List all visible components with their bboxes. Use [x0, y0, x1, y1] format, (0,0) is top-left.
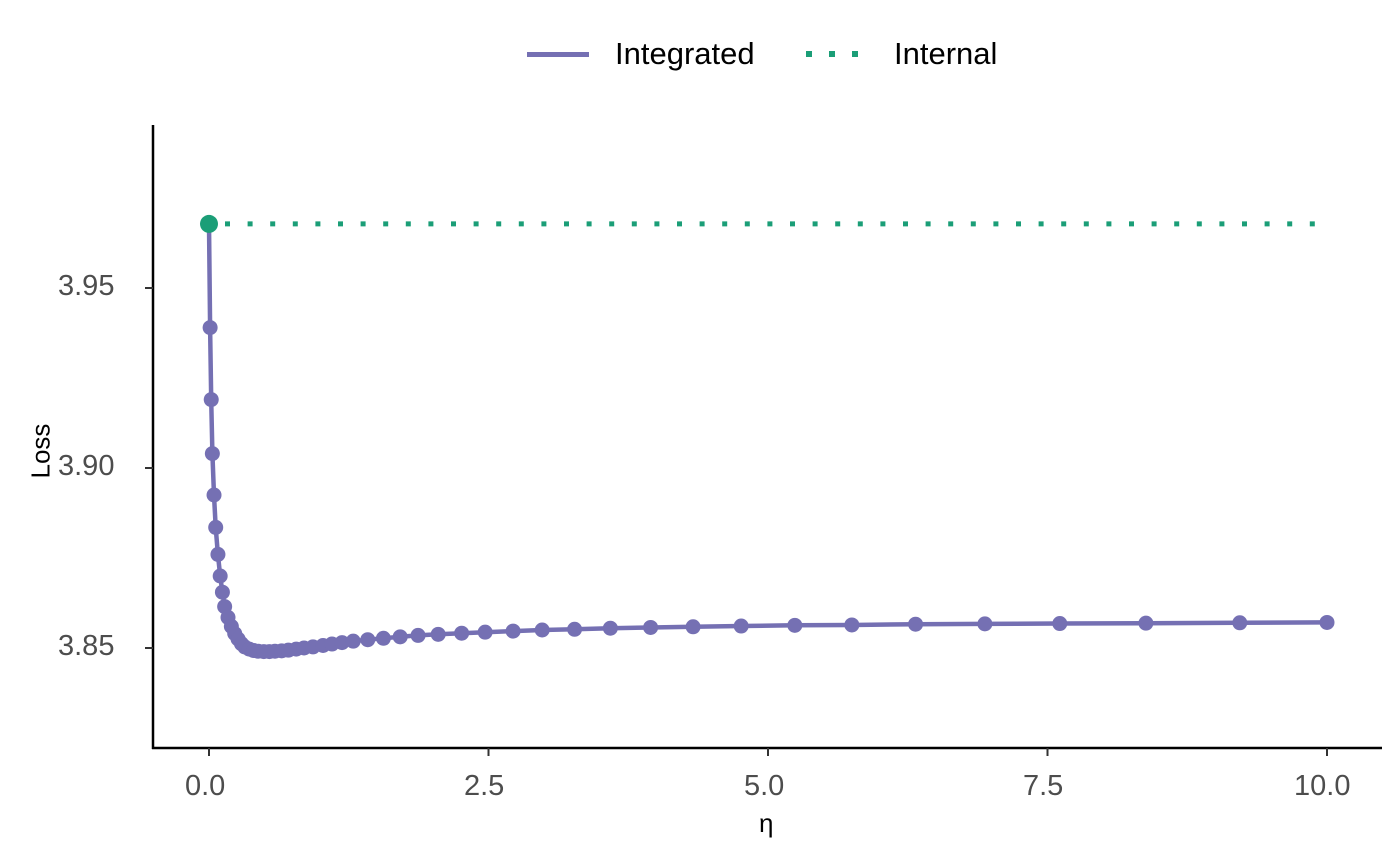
- legend-label-integrated: Integrated: [615, 36, 755, 71]
- integrated-data-point: [212, 568, 228, 584]
- integrated-data-point: [908, 616, 924, 632]
- legend-label-internal: Internal: [894, 36, 998, 71]
- integrated-data-point: [685, 619, 701, 635]
- integrated-data-point: [505, 623, 521, 639]
- integrated-data-point: [1232, 615, 1248, 631]
- x-tick-label-2.5: 2.5: [464, 770, 505, 802]
- integrated-data-point: [844, 617, 860, 633]
- integrated-data-point: [567, 621, 583, 637]
- integrated-data-point: [454, 625, 470, 641]
- integrated-data-point: [334, 635, 350, 651]
- integrated-data-point: [210, 546, 226, 562]
- y-tick-label-3.85: 3.85: [58, 630, 115, 662]
- y-axis-title: Loss: [25, 423, 56, 479]
- integrated-data-point: [1319, 614, 1335, 630]
- integrated-data-point: [643, 619, 659, 635]
- series-layer: [200, 214, 1335, 660]
- integrated-data-point: [203, 392, 219, 408]
- integrated-data-point: [1052, 616, 1068, 632]
- integrated-data-point: [360, 632, 376, 648]
- integrated-data-point: [206, 487, 222, 503]
- y-tick-label-3.90: 3.90: [58, 450, 115, 482]
- integrated-line: [206, 223, 1328, 654]
- internal-point-marker: [200, 214, 218, 233]
- integrated-data-point: [602, 620, 618, 636]
- chart-legend: Integrated Internal: [0, 28, 1400, 80]
- y-tick-label-3.95: 3.95: [58, 270, 115, 302]
- x-tick-label-5.0: 5.0: [744, 770, 785, 802]
- integrated-data-point: [534, 622, 550, 638]
- x-axis-title: η: [759, 808, 774, 838]
- integrated-data-point: [202, 320, 218, 336]
- integrated-data-point: [977, 616, 993, 632]
- tick-marks: [145, 287, 1328, 756]
- legend-key-dotted-line-icon: [806, 51, 864, 57]
- integrated-data-point: [214, 584, 230, 600]
- integrated-data-point: [208, 519, 224, 535]
- integrated-data-point: [204, 446, 220, 462]
- integrated-data-point: [375, 630, 391, 646]
- integrated-data-point: [410, 627, 426, 643]
- integrated-data-point: [1138, 615, 1154, 631]
- integrated-data-point: [430, 626, 446, 642]
- integrated-data-point: [345, 633, 361, 649]
- x-tick-label-7.5: 7.5: [1023, 770, 1064, 802]
- integrated-data-point: [392, 629, 408, 645]
- integrated-data-point: [733, 618, 749, 634]
- integrated-data-point: [787, 617, 803, 633]
- integrated-data-point: [477, 624, 493, 640]
- x-tick-label-10.0: 10.0: [1294, 770, 1351, 802]
- x-tick-label-0.0: 0.0: [185, 770, 226, 802]
- legend-key-solid-line-icon: [527, 51, 589, 57]
- legend-item-internal: Internal: [806, 28, 997, 80]
- legend-item-integrated: Integrated: [527, 28, 755, 80]
